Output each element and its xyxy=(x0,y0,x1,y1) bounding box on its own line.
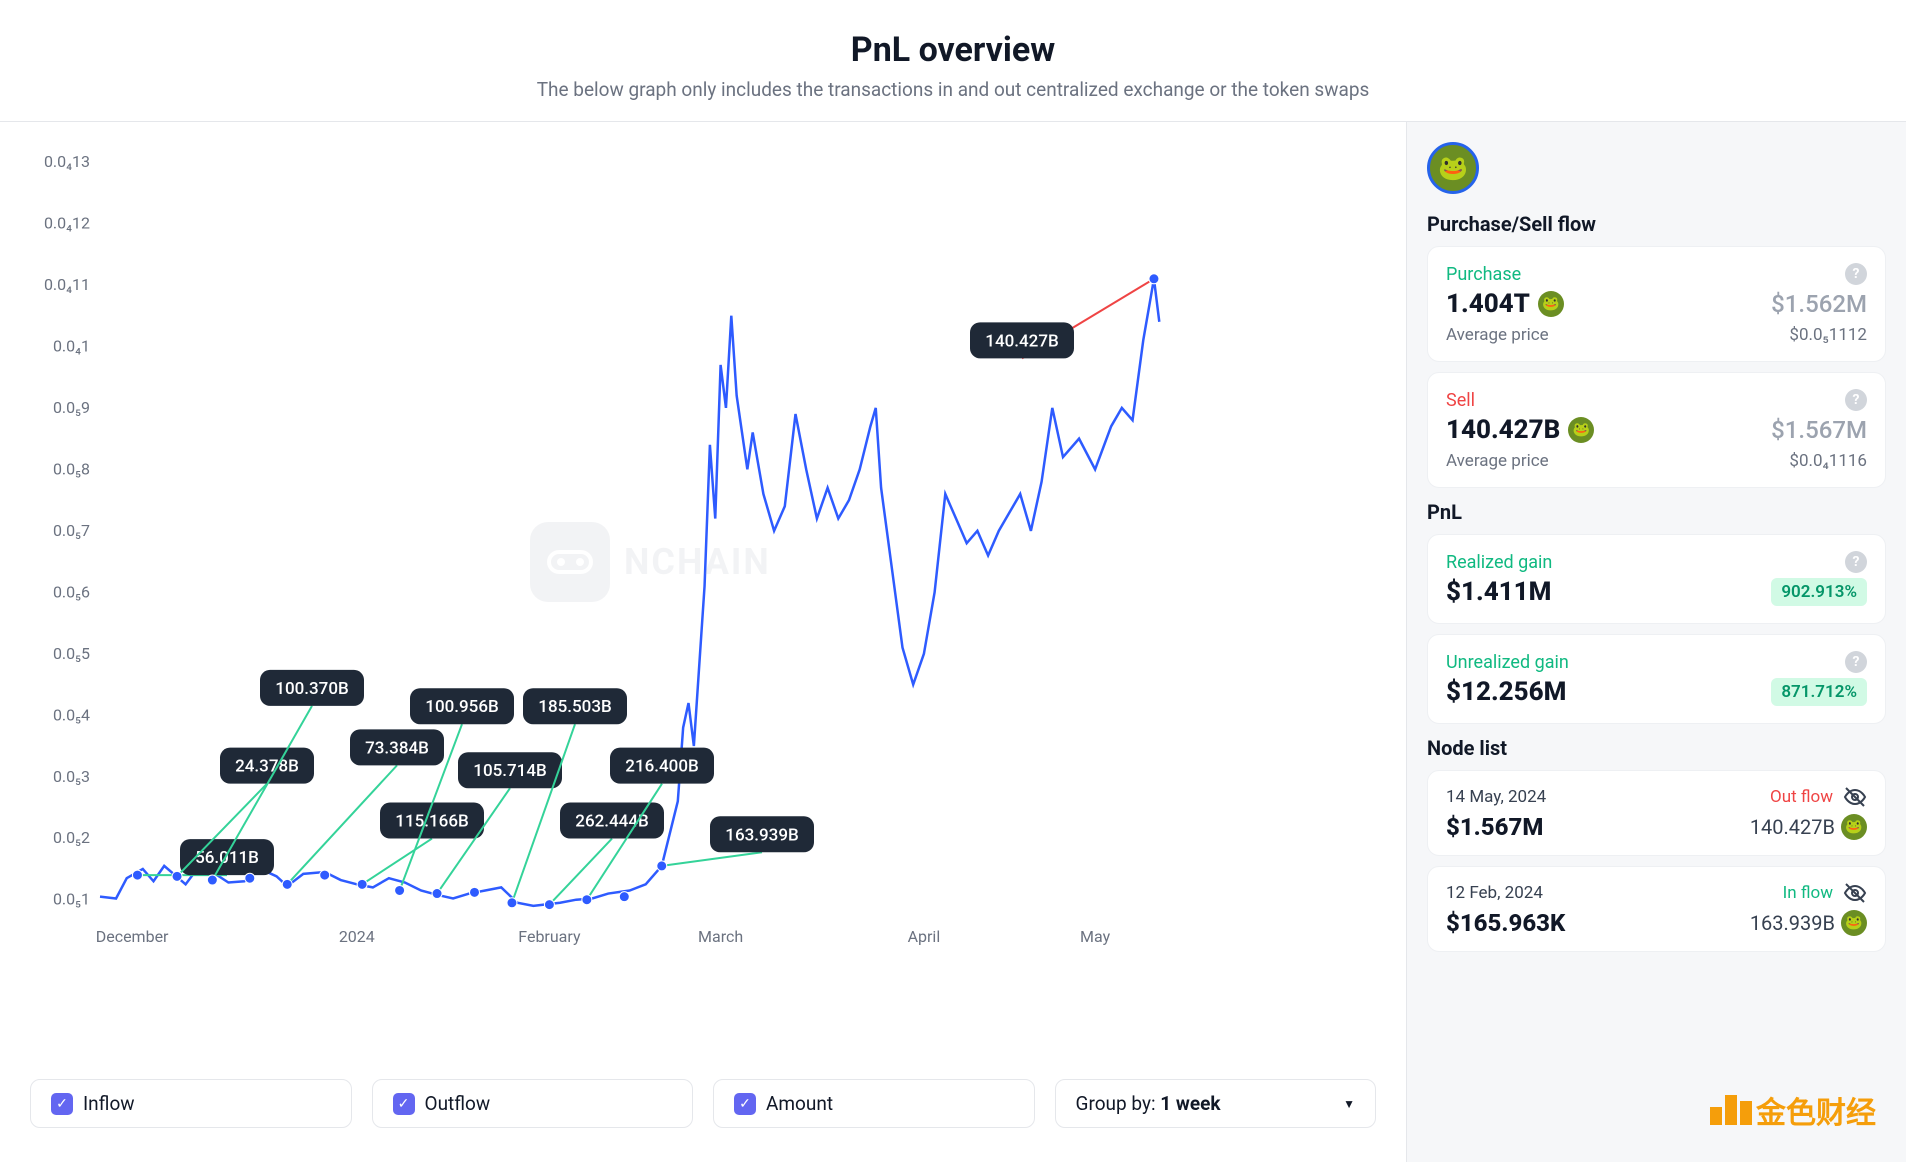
svg-text:0.0₄1: 0.0₄1 xyxy=(53,336,90,355)
watermark: NCHAIN xyxy=(530,522,771,602)
sell-usd: $1.567M xyxy=(1771,416,1867,444)
groupby-value: 1 week xyxy=(1160,1092,1220,1115)
node-flow-type: Out flow xyxy=(1770,787,1833,807)
unrealized-label: Unrealized gain xyxy=(1446,652,1569,673)
node-item[interactable]: 12 Feb, 2024 In flow $165.963K 163.939B🐸 xyxy=(1427,866,1886,952)
svg-text:0.0₄11: 0.0₄11 xyxy=(44,275,90,294)
node-date: 14 May, 2024 xyxy=(1446,787,1546,807)
svg-text:216.400B: 216.400B xyxy=(625,757,698,777)
help-icon[interactable]: ? xyxy=(1845,551,1867,573)
svg-text:140.427B: 140.427B xyxy=(985,331,1058,351)
svg-text:105.714B: 105.714B xyxy=(473,761,546,781)
svg-text:March: March xyxy=(698,927,743,946)
sell-card: Sell ? 140.427B🐸 $1.567M Average price $… xyxy=(1427,372,1886,488)
check-icon: ✓ xyxy=(734,1093,756,1115)
help-icon[interactable]: ? xyxy=(1845,651,1867,673)
svg-text:2024: 2024 xyxy=(339,927,375,946)
chart-panel: NCHAIN 0.0₅1 0.0₅2 0.0₅3 0.0₅4 0.0₅5 0.0₅6 0.0… xyxy=(0,122,1406,1162)
sell-avg-label: Average price xyxy=(1446,451,1549,471)
page-header: PnL overview The below graph only includ… xyxy=(0,0,1906,122)
unrealized-value: $12.256M xyxy=(1446,677,1566,707)
node-date: 12 Feb, 2024 xyxy=(1446,883,1543,903)
svg-text:115.166B: 115.166B xyxy=(395,812,468,832)
token-icon: 🐸 xyxy=(1538,291,1564,317)
svg-text:February: February xyxy=(518,927,581,946)
token-icon: 🐸 xyxy=(1841,910,1867,936)
node-flow-type: In flow xyxy=(1783,883,1833,903)
svg-text:0.0₅7: 0.0₅7 xyxy=(53,521,90,540)
inflow-checkbox[interactable]: ✓ Inflow xyxy=(30,1079,352,1128)
sell-avg-value: $0.0₄1116 xyxy=(1789,451,1867,471)
help-icon[interactable]: ? xyxy=(1845,263,1867,285)
svg-text:May: May xyxy=(1080,927,1111,946)
realized-label: Realized gain xyxy=(1446,552,1552,573)
check-icon: ✓ xyxy=(393,1093,415,1115)
token-icon: 🐸 xyxy=(1841,814,1867,840)
outflow-label: Outflow xyxy=(425,1092,491,1115)
inflow-label: Inflow xyxy=(83,1092,135,1115)
realized-gain-card: Realized gain ? $1.411M 902.913% xyxy=(1427,534,1886,624)
svg-text:0.0₅6: 0.0₅6 xyxy=(53,582,90,601)
svg-text:73.384B: 73.384B xyxy=(365,738,429,758)
purchase-amount: 1.404T🐸 xyxy=(1446,289,1564,319)
svg-text:0.0₅2: 0.0₅2 xyxy=(53,828,90,847)
svg-text:0.0₅8: 0.0₅8 xyxy=(53,459,90,478)
svg-text:December: December xyxy=(96,927,169,946)
flow-section-title: Purchase/Sell flow xyxy=(1427,212,1886,236)
node-item[interactable]: 14 May, 2024 Out flow $1.567M 140.427B🐸 xyxy=(1427,770,1886,856)
help-icon[interactable]: ? xyxy=(1845,389,1867,411)
svg-text:0.0₄12: 0.0₄12 xyxy=(44,213,90,232)
svg-text:100.370B: 100.370B xyxy=(275,679,348,699)
brand-watermark: 金色财经 xyxy=(1710,1088,1876,1132)
node-usd: $1.567M xyxy=(1446,813,1543,841)
amount-checkbox[interactable]: ✓ Amount xyxy=(713,1079,1035,1128)
check-icon: ✓ xyxy=(51,1093,73,1115)
svg-text:0.0₅5: 0.0₅5 xyxy=(53,644,90,663)
svg-text:100.956B: 100.956B xyxy=(425,697,498,717)
sell-amount: 140.427B🐸 xyxy=(1446,415,1594,445)
token-icon: 🐸 xyxy=(1568,417,1594,443)
realized-pct: 902.913% xyxy=(1771,578,1867,606)
purchase-avg-value: $0.0₅1112 xyxy=(1789,325,1867,345)
svg-text:24.378B: 24.378B xyxy=(235,757,299,777)
realized-value: $1.411M xyxy=(1446,577,1551,607)
chart-controls: ✓ Inflow ✓ Outflow ✓ Amount Group by: 1 … xyxy=(30,1063,1376,1152)
svg-text:0.0₅1: 0.0₅1 xyxy=(53,890,90,909)
chevron-down-icon: ▼ xyxy=(1343,1097,1355,1111)
unrealized-pct: 871.712% xyxy=(1771,678,1867,706)
page-title: PnL overview xyxy=(0,30,1906,70)
node-qty: 163.939B🐸 xyxy=(1750,910,1867,936)
svg-text:April: April xyxy=(908,927,941,946)
page-subtitle: The below graph only includes the transa… xyxy=(0,78,1906,101)
purchase-usd: $1.562M xyxy=(1771,290,1867,318)
sell-label: Sell xyxy=(1446,390,1475,411)
svg-text:185.503B: 185.503B xyxy=(538,697,611,717)
svg-text:56.011B: 56.011B xyxy=(195,848,259,868)
groupby-dropdown[interactable]: Group by: 1 week ▼ xyxy=(1055,1079,1377,1128)
node-usd: $165.963K xyxy=(1446,909,1565,937)
svg-text:0.0₅4: 0.0₅4 xyxy=(53,705,90,724)
sidebar: 🐸 Purchase/Sell flow Purchase ? 1.404T🐸 … xyxy=(1406,122,1906,1162)
purchase-avg-label: Average price xyxy=(1446,325,1549,345)
token-avatar[interactable]: 🐸 xyxy=(1427,142,1479,194)
svg-text:163.939B: 163.939B xyxy=(725,825,798,845)
groupby-prefix: Group by: xyxy=(1076,1092,1161,1115)
pnl-section-title: PnL xyxy=(1427,500,1886,524)
eye-off-icon[interactable] xyxy=(1843,785,1867,809)
purchase-label: Purchase xyxy=(1446,264,1521,285)
outflow-checkbox[interactable]: ✓ Outflow xyxy=(372,1079,694,1128)
node-qty: 140.427B🐸 xyxy=(1750,814,1867,840)
eye-off-icon[interactable] xyxy=(1843,881,1867,905)
nodelist-title: Node list xyxy=(1427,736,1886,760)
unrealized-gain-card: Unrealized gain ? $12.256M 871.712% xyxy=(1427,634,1886,724)
svg-text:0.0₄13: 0.0₄13 xyxy=(44,152,90,171)
purchase-card: Purchase ? 1.404T🐸 $1.562M Average price… xyxy=(1427,246,1886,362)
svg-text:0.0₅3: 0.0₅3 xyxy=(53,767,90,786)
amount-label: Amount xyxy=(766,1092,833,1115)
svg-text:0.0₅9: 0.0₅9 xyxy=(53,398,90,417)
